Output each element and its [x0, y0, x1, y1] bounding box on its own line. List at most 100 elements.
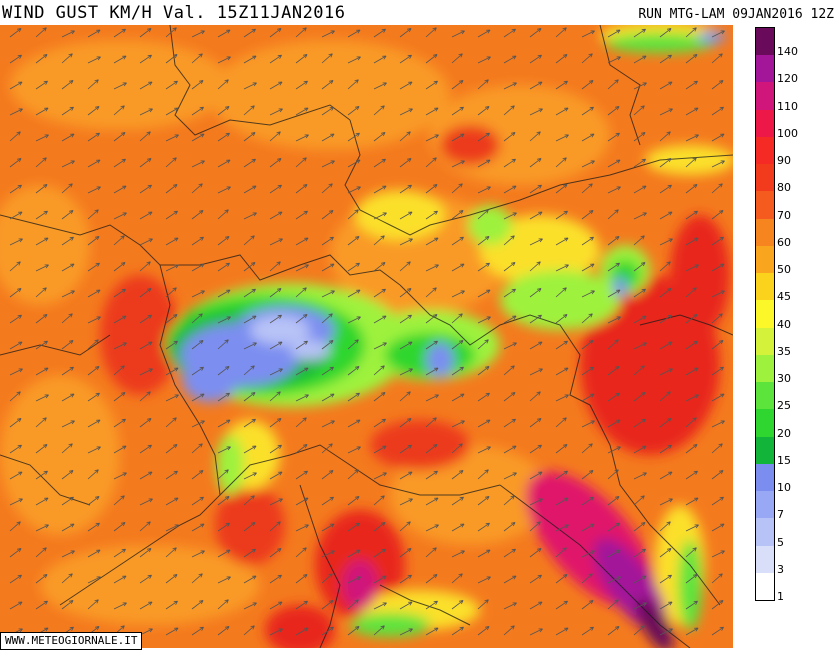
wind-arrow — [217, 419, 231, 428]
wind-arrow — [477, 339, 489, 350]
wind-arrow — [399, 238, 413, 246]
wind-arrow — [451, 160, 465, 168]
wind-arrow — [35, 524, 49, 532]
wind-arrow — [425, 210, 438, 220]
wind-arrow — [243, 548, 256, 558]
wind-arrow — [347, 549, 361, 558]
wind-arrow — [685, 157, 697, 168]
wind-arrow — [347, 236, 360, 246]
wind-arrow — [35, 340, 48, 350]
wind-arrow — [711, 80, 724, 90]
wind-arrow — [139, 261, 151, 272]
wind-arrow — [711, 393, 725, 402]
wind-arrow — [477, 549, 491, 558]
wind-arrow — [451, 313, 463, 324]
wind-arrow — [139, 391, 151, 402]
wind-arrow — [61, 523, 75, 532]
wind-arrow — [659, 314, 672, 324]
wind-arrow — [295, 210, 308, 220]
wind-arrow — [685, 210, 698, 220]
wind-arrow — [269, 444, 282, 454]
wind-arrow — [217, 392, 230, 402]
wind-arrow — [399, 81, 413, 90]
wind-arrow — [529, 28, 542, 38]
wind-arrow — [633, 365, 645, 376]
wind-arrow — [269, 54, 282, 64]
legend-label: 50 — [777, 263, 791, 277]
wind-arrow — [9, 341, 23, 350]
wind-arrow — [477, 159, 491, 168]
wind-arrow — [451, 550, 465, 558]
wind-arrow — [113, 602, 127, 610]
wind-arrow — [425, 524, 439, 532]
wind-arrow — [347, 316, 361, 324]
wind-arrow — [659, 391, 671, 402]
wind-arrow — [607, 316, 621, 324]
wind-arrow — [425, 27, 437, 38]
wind-arrow — [503, 82, 517, 90]
wind-arrow — [477, 576, 491, 584]
legend-label: 7 — [777, 508, 784, 522]
wind-arrow — [711, 290, 725, 298]
wind-arrow — [633, 472, 647, 480]
wind-arrow — [139, 314, 152, 324]
wind-arrow — [503, 342, 517, 350]
wind-arrow — [451, 523, 465, 532]
legend-label: 45 — [777, 290, 791, 304]
wind-arrow — [191, 53, 203, 64]
wind-arrow — [191, 183, 203, 194]
wind-arrow — [711, 626, 724, 636]
wind-arrow — [165, 470, 178, 480]
wind-arrow — [529, 288, 542, 298]
wind-arrow — [685, 54, 698, 64]
wind-arrow — [61, 236, 74, 246]
legend-swatch — [756, 491, 774, 519]
wind-arrow — [581, 523, 595, 532]
wind-arrow — [607, 236, 620, 246]
wind-arrow — [633, 575, 647, 584]
wind-arrow — [217, 366, 230, 376]
wind-arrow — [61, 573, 73, 584]
wind-arrow — [217, 56, 231, 64]
wind-arrow — [633, 392, 646, 402]
wind-arrow — [477, 186, 491, 194]
wind-arrow — [555, 394, 569, 402]
wind-arrow — [711, 313, 723, 324]
wind-arrow — [503, 158, 516, 168]
wind-arrow — [659, 498, 673, 506]
wind-arrow — [425, 157, 437, 168]
wind-arrow — [113, 235, 125, 246]
wind-arrow — [139, 54, 152, 64]
wind-arrow — [425, 80, 438, 90]
wind-arrow — [165, 394, 179, 402]
wind-arrow — [87, 56, 101, 64]
wind-arrow — [633, 522, 646, 532]
wind-arrow — [139, 444, 152, 454]
wind-arrow — [477, 289, 491, 298]
wind-arrow — [165, 367, 179, 376]
wind-arrow — [529, 601, 543, 610]
wind-arrow — [581, 366, 594, 376]
site-credit[interactable]: WWW.METEOGIORNALE.IT — [0, 632, 143, 650]
wind-arrow — [347, 289, 361, 298]
wind-arrow — [295, 54, 308, 64]
wind-arrow — [555, 444, 568, 454]
wind-arrow — [685, 470, 698, 480]
wind-arrow — [425, 107, 439, 116]
wind-arrow — [347, 159, 361, 168]
wind-arrow — [373, 495, 385, 506]
wind-arrow — [243, 132, 256, 142]
wind-arrow — [243, 418, 256, 428]
wind-arrow — [555, 547, 567, 558]
wind-arrow — [139, 28, 152, 38]
wind-arrow — [35, 394, 49, 402]
wind-arrow — [633, 602, 647, 610]
wind-arrow — [399, 548, 412, 558]
wind-arrow — [35, 237, 49, 246]
wind-arrow — [61, 160, 75, 168]
wind-arrow — [243, 288, 256, 298]
wind-arrow — [711, 210, 724, 220]
wind-arrow — [373, 522, 386, 532]
wind-arrow — [191, 573, 203, 584]
wind-arrow — [555, 107, 569, 116]
